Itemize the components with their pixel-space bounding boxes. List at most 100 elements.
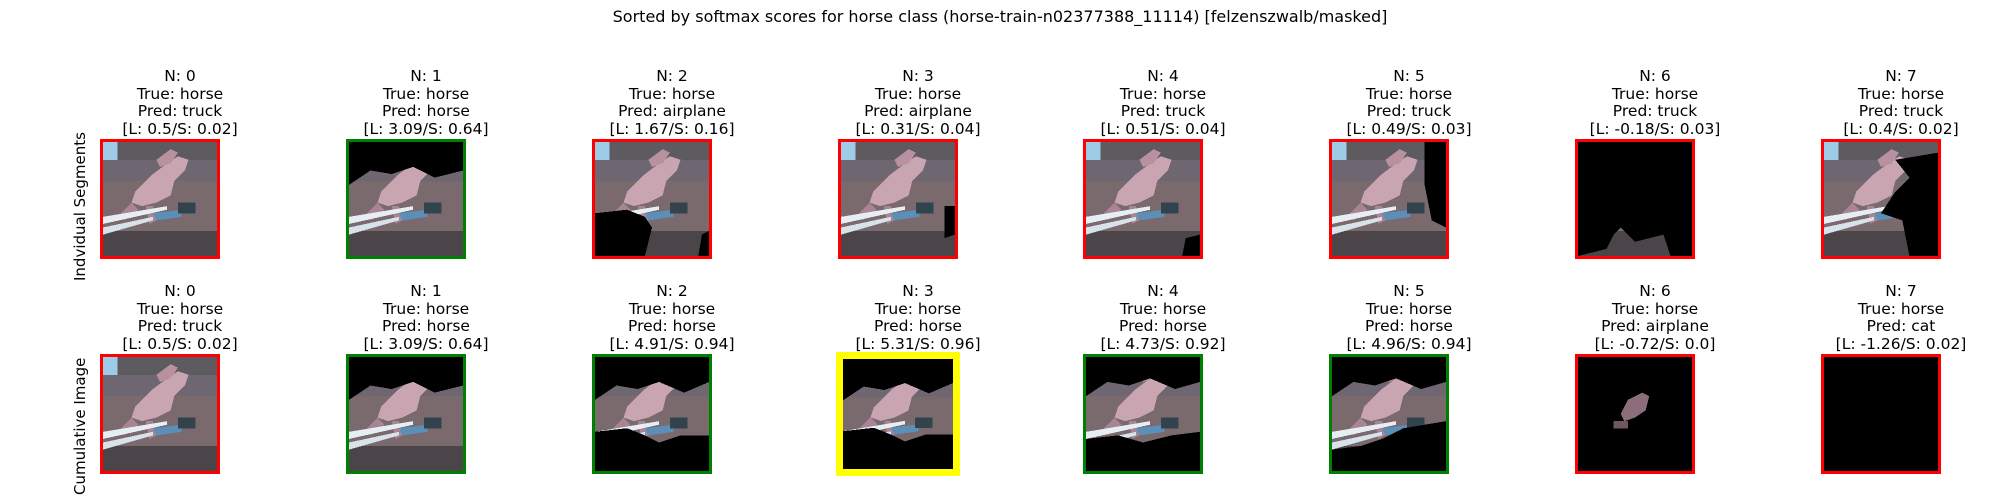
horse-head: [1139, 149, 1161, 167]
predicted-class-label: Pred: horse: [874, 317, 962, 335]
true-class-label: True: horse: [1119, 299, 1207, 318]
jump-pole: [349, 206, 414, 224]
logit-softmax-label: [L: 5.31/S: 0.96]: [855, 334, 981, 353]
masked-region: [944, 206, 955, 239]
predicted-class-label: Pred: horse: [628, 317, 716, 335]
panel-title: N: 7 True: horse Pred: cat [L: -1.26/S: 0.0…: [1801, 282, 2000, 353]
masked-region: [1578, 142, 1692, 256]
rider-dark: [423, 417, 442, 429]
rider-dark: [1406, 202, 1425, 214]
true-class-label: True: horse: [1857, 84, 1945, 103]
jump-pole: [1332, 206, 1397, 224]
predicted-class-label: Pred: truck: [1366, 102, 1452, 120]
jump-pole: [841, 206, 906, 224]
horse-head: [894, 149, 916, 167]
logit-softmax-label: [L: 0.51/S: 0.04]: [1100, 119, 1226, 138]
predicted-class-label: Pred: horse: [1119, 317, 1207, 335]
ground-shadow: [841, 231, 955, 256]
rider-dark: [177, 417, 196, 429]
true-class-label: True: horse: [628, 84, 716, 103]
jump-pole: [1086, 421, 1151, 439]
panel-title: N: 3 True: horse Pred: airplane [L: 0.31/S:…: [818, 67, 1018, 138]
panel-index-label: N: 7: [1885, 67, 1917, 85]
true-class-label: True: horse: [628, 299, 716, 318]
jump-pole: [1824, 216, 1874, 235]
jump-pole: [349, 421, 414, 439]
masked-region: [1424, 142, 1446, 228]
horse-head: [156, 364, 178, 382]
horse-photo-thumbnail: [100, 139, 220, 259]
row-label-cumulative-image: Cumulative Image: [71, 357, 89, 495]
thumbnail-image: [1332, 357, 1446, 471]
panel-index-label: N: 2: [656, 282, 688, 300]
remaining-segment: [1620, 392, 1650, 422]
true-class-label: True: horse: [874, 299, 962, 318]
logit-softmax-label: [L: 3.09/S: 0.64]: [363, 334, 489, 353]
panel-index-label: N: 0: [164, 67, 196, 85]
panel-title: N: 1 True: horse Pred: horse [L: 3.09/S: 0.…: [326, 67, 526, 138]
horse-body: [1360, 371, 1418, 422]
masked-region: [1824, 357, 1938, 471]
true-class-label: True: horse: [1611, 84, 1699, 103]
remaining-segment: [1613, 421, 1628, 429]
thumbnail-image: [841, 142, 955, 256]
panel-title: N: 0 True: horse Pred: truck [L: 0.5/S: 0.0…: [80, 67, 280, 138]
thumbnail-image: [1086, 142, 1200, 256]
jump-pole-blue: [398, 209, 428, 221]
jump-pole-blue: [1135, 209, 1165, 221]
horse-photo-thumbnail: [1329, 354, 1449, 474]
horse-photo-thumbnail: [592, 139, 712, 259]
jump-pole: [1332, 216, 1382, 235]
jump-pole: [103, 421, 168, 439]
ground-shadow: [1086, 231, 1200, 256]
masked-region: [843, 359, 953, 401]
jump-pole: [1332, 431, 1382, 450]
rider-dark: [915, 417, 933, 428]
panel-index-label: N: 5: [1393, 282, 1425, 300]
masked-region: [1332, 421, 1446, 471]
panel-title: N: 6 True: horse Pred: truck [L: -0.18/S: 0…: [1555, 67, 1755, 138]
horse-photo-thumbnail: [100, 354, 220, 474]
panel-index-label: N: 5: [1393, 67, 1425, 85]
panel-index-label: N: 4: [1147, 282, 1179, 300]
rider-dark: [423, 202, 442, 214]
jump-pole-blue: [644, 424, 674, 436]
predicted-class-label: Pred: airplane: [618, 102, 726, 120]
horse-body: [1114, 156, 1172, 207]
panel-index-label: N: 6: [1639, 282, 1671, 300]
logit-softmax-label: [L: -0.72/S: 0.0]: [1594, 334, 1716, 353]
rider-dark: [1160, 417, 1179, 429]
panel-title: N: 3 True: horse Pred: horse [L: 5.31/S: 0.…: [818, 282, 1018, 353]
masked-region: [1086, 357, 1200, 397]
logit-softmax-label: [L: 0.5/S: 0.02]: [122, 334, 238, 353]
true-class-label: True: horse: [1365, 299, 1453, 318]
horse-photo-thumbnail: [1083, 139, 1203, 259]
predicted-class-label: Pred: horse: [1365, 317, 1453, 335]
thumbnail-image: [1086, 357, 1200, 471]
panel-title: N: 4 True: horse Pred: horse [L: 4.73/S: 0.…: [1063, 282, 1263, 353]
horse-photo-thumbnail: [838, 139, 958, 259]
ground-shadow: [349, 231, 463, 256]
thumbnail-image: [1578, 357, 1692, 471]
logit-softmax-label: [L: -0.18/S: 0.03]: [1589, 119, 1721, 138]
panel-title: N: 1 True: horse Pred: horse [L: 3.09/S: 0.…: [326, 282, 526, 353]
panel-title: N: 6 True: horse Pred: airplane [L: -0.72/S…: [1555, 282, 1755, 353]
horse-photo-thumbnail: [1329, 139, 1449, 259]
true-class-label: True: horse: [382, 299, 470, 318]
horse-photo-thumbnail: [1575, 139, 1695, 259]
logit-softmax-label: [L: 0.5/S: 0.02]: [122, 119, 238, 138]
thumbnail-image: [595, 357, 709, 471]
rider-dark: [1406, 417, 1425, 429]
panel-title: N: 5 True: horse Pred: horse [L: 4.96/S: 0.…: [1309, 282, 1509, 353]
jump-pole-blue: [152, 424, 182, 436]
jump-pole: [349, 216, 399, 235]
horse-photo-thumbnail: [1821, 139, 1941, 259]
true-class-label: True: horse: [1857, 299, 1945, 318]
horse-body: [131, 371, 189, 422]
horse-photo-thumbnail: [592, 354, 712, 474]
true-class-label: True: horse: [136, 299, 224, 318]
horse-photo-thumbnail: [346, 139, 466, 259]
row-label-individual-segments: Indvidual Segments: [71, 132, 89, 281]
logit-softmax-label: [L: 4.73/S: 0.92]: [1100, 334, 1226, 353]
masked-region: [843, 427, 953, 469]
